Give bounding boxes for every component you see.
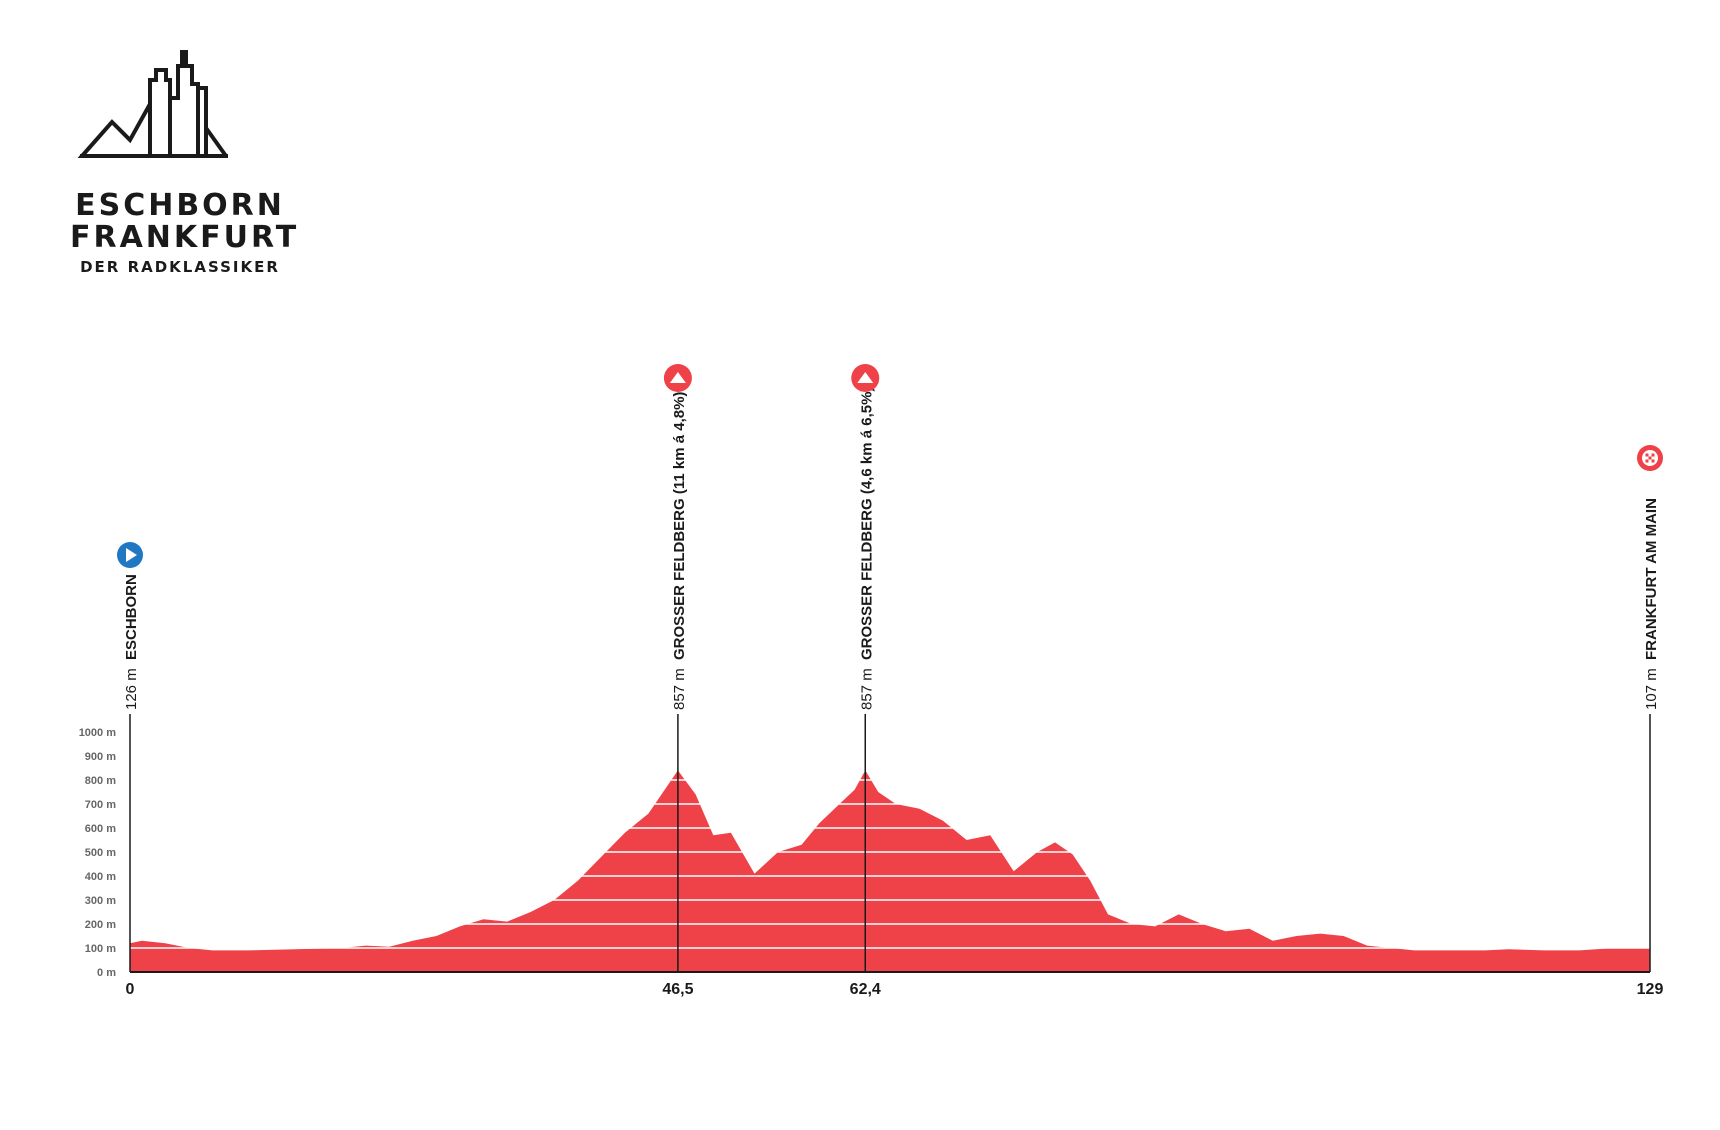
mountain-icon xyxy=(669,372,686,383)
waypoint-name: ESCHBORN xyxy=(123,574,140,660)
race-logo: ESCHBORN FRANKFURT DER RADKLASSIKER xyxy=(70,48,300,288)
x-tick-label: 62,4 xyxy=(850,981,881,998)
y-tick-label: 100 m xyxy=(85,943,116,955)
y-tick-label: 600 m xyxy=(85,823,116,835)
mountain-icon xyxy=(857,372,874,383)
x-tick-label: 0 xyxy=(126,981,135,998)
waypoint-name: GROSSER FELDBERG (4,6 km á 6,5%) xyxy=(858,387,875,660)
y-tick-label: 500 m xyxy=(85,847,116,859)
y-tick-label: 800 m xyxy=(85,775,116,787)
y-tick-label: 1000 m xyxy=(79,727,117,739)
y-tick-label: 200 m xyxy=(85,919,116,931)
y-tick-label: 400 m xyxy=(85,871,116,883)
elevation-area xyxy=(130,770,1650,972)
waypoint-altitude: 857 m xyxy=(671,668,688,710)
checker-square xyxy=(1645,459,1649,463)
logo-title-line1: ESCHBORN xyxy=(75,188,285,223)
x-tick-label: 46,5 xyxy=(662,981,693,998)
waypoint-altitude: 107 m xyxy=(1643,668,1660,710)
x-tick-label: 129 xyxy=(1637,981,1664,998)
checker-square xyxy=(1651,453,1655,457)
y-tick-label: 700 m xyxy=(85,799,116,811)
y-tick-label: 0 m xyxy=(97,967,116,979)
checker-square xyxy=(1648,456,1652,460)
skyline-mountains-icon xyxy=(77,50,228,158)
logo-title-line2: FRANKFURT xyxy=(70,220,300,255)
waypoint-name: GROSSER FELDBERG (11 km á 4,8%) xyxy=(671,392,688,660)
y-tick-label: 900 m xyxy=(85,751,116,763)
waypoint-altitude: 126 m xyxy=(123,668,140,710)
y-tick-label: 300 m xyxy=(85,895,116,907)
logo-subtitle: DER RADKLASSIKER xyxy=(80,258,280,276)
waypoint-altitude: 857 m xyxy=(858,668,875,710)
waypoint-name: FRANKFURT AM MAIN xyxy=(1643,498,1660,660)
checker-square xyxy=(1651,459,1655,463)
checker-square xyxy=(1645,453,1649,457)
play-icon xyxy=(126,548,137,562)
